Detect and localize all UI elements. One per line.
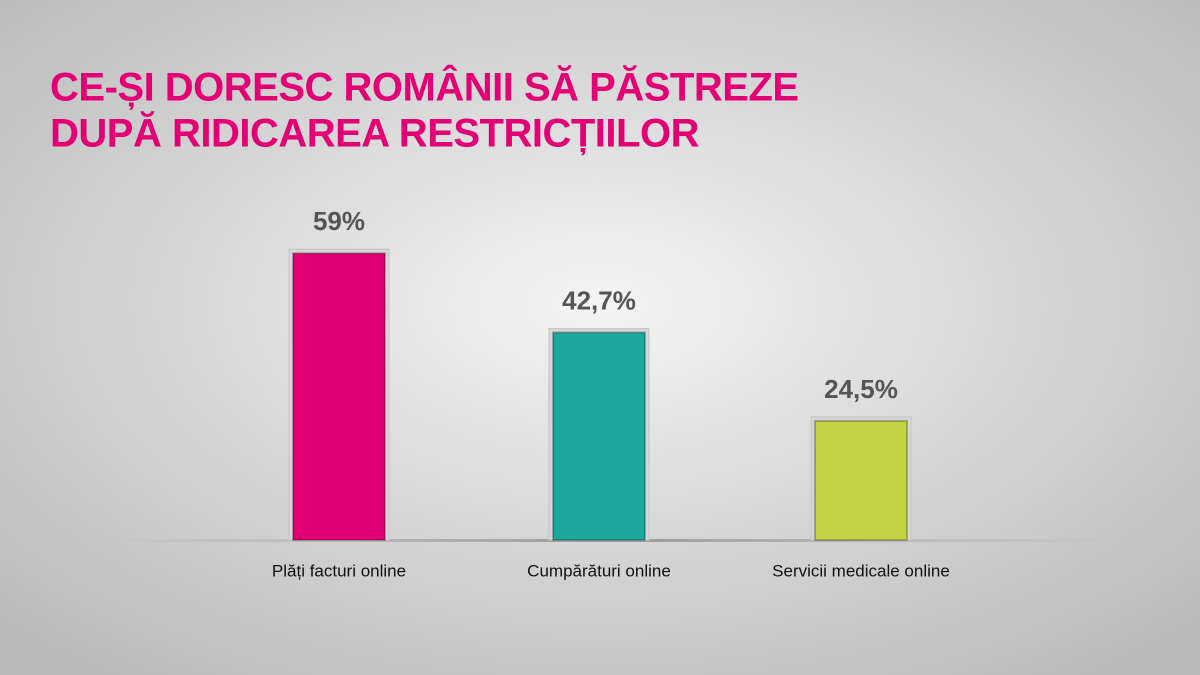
bar bbox=[552, 331, 646, 541]
x-tick-label: Servicii medicale online bbox=[772, 561, 950, 580]
value-label: 42,7% bbox=[562, 285, 636, 315]
x-tick-label: Cumpărături online bbox=[527, 561, 671, 580]
bar bbox=[814, 419, 908, 541]
chart-title: DUPĂ RIDICAREA RESTRICȚIILOR bbox=[50, 111, 700, 156]
bar bbox=[292, 252, 386, 541]
value-label: 24,5% bbox=[824, 374, 898, 404]
x-tick-label: Plăți facturi online bbox=[272, 561, 406, 580]
value-label: 59% bbox=[313, 206, 365, 236]
chart-title: CE-ȘI DORESC ROMÂNII SĂ PĂSTREZE bbox=[50, 64, 799, 110]
